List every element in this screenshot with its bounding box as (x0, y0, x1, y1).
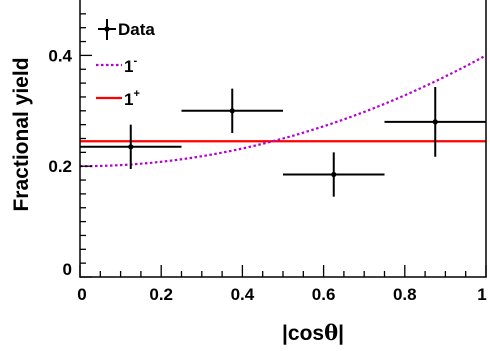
data-point-marker (128, 144, 134, 150)
series-1minus-curve (79, 54, 487, 168)
data-point (80, 124, 182, 169)
data-point (283, 152, 385, 197)
axis-tick-labels: 0 0.2 0.4 0.6 0.8 1 0 0.2 0.4 (48, 46, 486, 304)
legend-entry-1minus: 1- (96, 55, 137, 76)
x-tick-label: 0 (77, 285, 86, 304)
y-tick-label: 0 (63, 260, 72, 279)
legend-data-label: Data (118, 20, 155, 39)
y-tick-label: 0.4 (48, 46, 72, 65)
legend: Data 1- 1+ (96, 19, 155, 109)
x-tick-label: 0.6 (312, 285, 336, 304)
data-point-marker (432, 119, 438, 125)
y-tick-label: 0.2 (48, 157, 72, 176)
legend-1plus-label: 1+ (124, 88, 140, 109)
x-tick-label: 0.4 (231, 285, 255, 304)
data-point (384, 86, 486, 157)
legend-1minus-label: 1- (124, 55, 137, 76)
legend-data-marker-dot (104, 26, 110, 32)
legend-entry-1plus: 1+ (96, 88, 140, 109)
x-tick-label: 0.2 (149, 285, 173, 304)
data-point-marker (331, 171, 337, 178)
legend-entry-data: Data (98, 19, 155, 40)
data-point (181, 88, 283, 133)
x-axis-title: |cosθ| (282, 320, 344, 345)
data-point-marker (229, 108, 235, 114)
x-tick-label: 1 (477, 285, 486, 304)
theta-symbol: θ (324, 320, 338, 345)
x-tick-label: 0.8 (393, 285, 417, 304)
series-layer (79, 54, 487, 197)
y-axis-title: Fractional yield (10, 57, 33, 211)
axis-ticks (79, 13, 487, 278)
